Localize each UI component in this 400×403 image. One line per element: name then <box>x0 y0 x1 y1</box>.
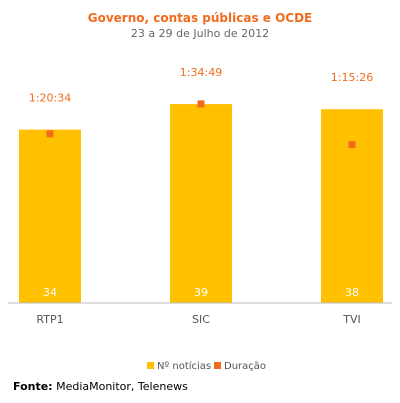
duration-marker-sic <box>197 100 205 108</box>
duration-marker-rtp1 <box>46 130 54 138</box>
plot-area: 34 1:20:34 RTP1 39 1:34:49 SIC 38 1:15:26 TVI <box>19 66 383 326</box>
bar-sic <box>170 104 232 303</box>
source-label: Fonte: <box>13 380 53 393</box>
bar-value-label: 38 <box>345 286 359 299</box>
legend-label: Duração <box>224 361 266 372</box>
source-text: MediaMonitor, Telenews <box>56 380 188 393</box>
legend: Nº notícias Duração <box>147 360 266 372</box>
chart-title: Governo, contas públicas e OCDE <box>88 11 313 25</box>
bar-tvi <box>321 109 383 303</box>
legend-label: Nº notícias <box>157 360 211 372</box>
duration-label: 1:34:49 <box>180 66 222 79</box>
bar-value-label: 39 <box>194 286 208 299</box>
category-label: TVI <box>342 313 361 326</box>
legend-swatch <box>214 362 221 369</box>
chart-subtitle: 23 a 29 de Julho de 2012 <box>131 27 269 40</box>
duration-label: 1:15:26 <box>331 71 373 84</box>
category-label: SIC <box>192 313 210 326</box>
duration-label: 1:20:34 <box>29 92 71 105</box>
bar-rtp1 <box>19 129 81 303</box>
legend-swatch <box>147 362 154 369</box>
duration-marker-tvi <box>348 141 356 149</box>
category-label: RTP1 <box>36 313 63 326</box>
bar-value-label: 34 <box>43 286 57 299</box>
source-note: Fonte: MediaMonitor, Telenews <box>13 380 188 393</box>
